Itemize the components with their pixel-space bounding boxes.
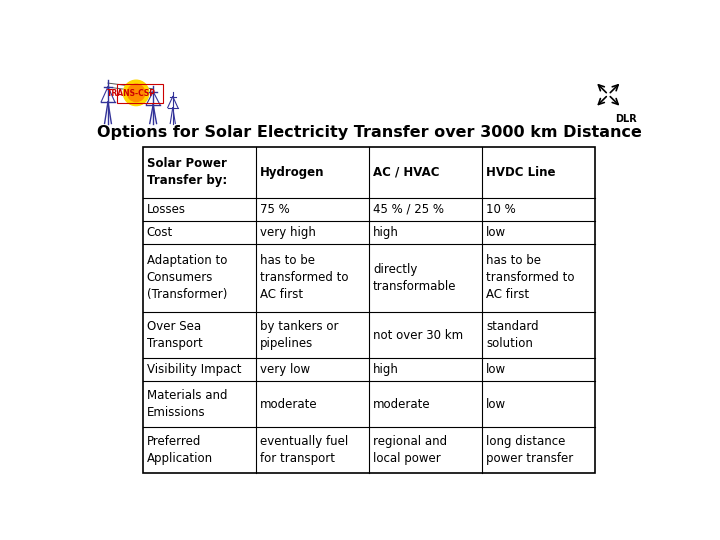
Text: Options for Solar Electricity Transfer over 3000 km Distance: Options for Solar Electricity Transfer o… (96, 125, 642, 140)
Text: 10 %: 10 % (486, 202, 516, 215)
Text: not over 30 km: not over 30 km (373, 329, 463, 342)
Text: low: low (486, 397, 506, 410)
Text: regional and
local power: regional and local power (373, 435, 447, 465)
Text: high: high (373, 226, 399, 239)
Text: Adaptation to
Consumers
(Transformer): Adaptation to Consumers (Transformer) (147, 254, 227, 301)
Text: Materials and
Emissions: Materials and Emissions (147, 389, 227, 419)
Text: low: low (486, 363, 506, 376)
Text: DLR: DLR (615, 114, 636, 125)
Text: 45 % / 25 %: 45 % / 25 % (373, 202, 444, 215)
Bar (143, 147, 595, 473)
Text: very high: very high (260, 226, 315, 239)
Text: standard
solution: standard solution (486, 320, 539, 350)
Text: low: low (486, 226, 506, 239)
Text: by tankers or
pipelines: by tankers or pipelines (260, 320, 338, 350)
Text: has to be
transformed to
AC first: has to be transformed to AC first (486, 254, 575, 301)
Text: very low: very low (260, 363, 310, 376)
Text: Visibility Impact: Visibility Impact (147, 363, 241, 376)
Circle shape (127, 84, 145, 102)
Text: eventually fuel
for transport: eventually fuel for transport (260, 435, 348, 465)
Text: AC / HVAC: AC / HVAC (373, 166, 439, 179)
Text: moderate: moderate (373, 397, 431, 410)
Text: Losses: Losses (147, 202, 186, 215)
Text: directly
transformable: directly transformable (373, 263, 456, 293)
Text: Hydrogen: Hydrogen (260, 166, 324, 179)
Text: high: high (373, 363, 399, 376)
Text: HVDC Line: HVDC Line (486, 166, 556, 179)
Text: Preferred
Application: Preferred Application (147, 435, 212, 465)
Text: Over Sea
Transport: Over Sea Transport (147, 320, 202, 350)
Text: 75 %: 75 % (260, 202, 289, 215)
Text: Cost: Cost (147, 226, 173, 239)
Circle shape (123, 80, 149, 106)
Text: long distance
power transfer: long distance power transfer (486, 435, 573, 465)
Text: Solar Power
Transfer by:: Solar Power Transfer by: (147, 158, 227, 187)
Text: has to be
transformed to
AC first: has to be transformed to AC first (260, 254, 348, 301)
Text: TRANS-CSP: TRANS-CSP (107, 89, 156, 98)
Text: moderate: moderate (260, 397, 318, 410)
